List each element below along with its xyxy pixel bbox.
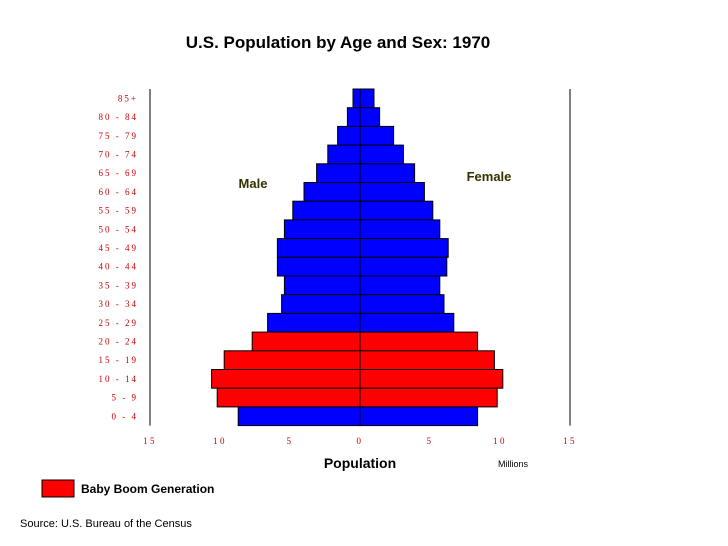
female-bar-35-39 bbox=[359, 275, 441, 296]
baby-boom-legend-swatch bbox=[41, 479, 75, 498]
x-tick-2: 5 bbox=[287, 436, 294, 446]
male-bar-20-24 bbox=[251, 331, 361, 352]
age-label-45-49: 45 - 49 bbox=[99, 243, 139, 253]
male-bar-45-49 bbox=[276, 238, 361, 258]
male-bar-10-14 bbox=[211, 369, 361, 389]
male-bar-0-4 bbox=[237, 406, 361, 427]
units-label: Millions bbox=[498, 459, 529, 469]
male-bar-65-69 bbox=[316, 163, 361, 184]
chart-title: U.S. Population by Age and Sex: 1970 bbox=[186, 33, 491, 52]
female-bar-65-69 bbox=[359, 163, 416, 184]
male-bar-5-9 bbox=[216, 387, 361, 408]
female-bar-20-24 bbox=[359, 331, 479, 352]
age-label-5-9: 5 - 9 bbox=[112, 393, 139, 403]
female-bar-15-19 bbox=[359, 350, 495, 370]
female-bar-40-44 bbox=[359, 256, 448, 277]
age-label-75-79: 75 - 79 bbox=[99, 131, 139, 141]
x-tick-4: 5 bbox=[427, 436, 434, 446]
male-bar-30-34 bbox=[281, 294, 361, 314]
age-label-70-74: 70 - 74 bbox=[99, 149, 139, 159]
age-label-40-44: 40 - 44 bbox=[99, 262, 139, 272]
age-label-25-29: 25 - 29 bbox=[99, 318, 139, 328]
female-bar-30-34 bbox=[359, 294, 445, 314]
age-label-50-54: 50 - 54 bbox=[99, 224, 139, 234]
male-bar-50-54 bbox=[283, 219, 361, 240]
female-bar-60-64 bbox=[359, 182, 425, 202]
male-bar-25-29 bbox=[267, 312, 361, 333]
age-group-labels: 85+ 80 - 84 75 - 79 70 - 74 65 - 69 60 - 64 55… bbox=[99, 93, 139, 421]
source-note: Source: U.S. Bureau of the Census bbox=[20, 518, 192, 530]
age-label-15-19: 15 - 19 bbox=[99, 355, 139, 365]
female-bar-85plus bbox=[359, 88, 375, 109]
male-bar-40-44 bbox=[276, 256, 361, 277]
age-label-55-59: 55 - 59 bbox=[99, 206, 139, 216]
age-label-10-14: 10 - 14 bbox=[99, 374, 139, 384]
male-bar-80-84 bbox=[346, 107, 361, 127]
male-bar-15-19 bbox=[223, 350, 361, 370]
x-tick-0: 15 bbox=[143, 436, 157, 446]
x-tick-5: 10 bbox=[493, 436, 507, 446]
age-label-0-4: 0 - 4 bbox=[112, 411, 139, 421]
x-tick-6: 15 bbox=[563, 436, 577, 446]
male-bar-85plus bbox=[352, 88, 361, 109]
age-label-65-69: 65 - 69 bbox=[99, 168, 139, 178]
age-label-80-84: 80 - 84 bbox=[99, 112, 139, 122]
bars-group bbox=[149, 88, 571, 427]
age-label-30-34: 30 - 34 bbox=[99, 299, 139, 309]
male-bar-60-64 bbox=[303, 182, 361, 202]
female-bar-25-29 bbox=[359, 312, 455, 333]
x-axis-label: Population bbox=[324, 455, 396, 471]
female-bar-55-59 bbox=[359, 200, 434, 221]
x-tick-labels: 15 10 5 0 5 10 15 bbox=[143, 436, 577, 446]
male-bar-35-39 bbox=[283, 275, 361, 296]
female-bar-45-49 bbox=[359, 238, 449, 258]
x-tick-3: 0 bbox=[357, 436, 364, 446]
female-bar-80-84 bbox=[359, 107, 381, 127]
female-bar-70-74 bbox=[359, 144, 404, 165]
age-label-85plus: 85+ bbox=[118, 93, 138, 103]
female-bar-10-14 bbox=[359, 369, 504, 389]
female-bar-75-79 bbox=[359, 125, 395, 146]
male-bar-55-59 bbox=[292, 200, 361, 221]
male-bar-70-74 bbox=[327, 144, 361, 165]
male-bar-75-79 bbox=[337, 125, 361, 146]
female-bar-5-9 bbox=[359, 387, 498, 408]
female-bar-50-54 bbox=[359, 219, 441, 240]
age-label-60-64: 60 - 64 bbox=[99, 187, 139, 197]
male-label: Male bbox=[239, 176, 268, 191]
female-bar-0-4 bbox=[359, 406, 479, 427]
female-label: Female bbox=[467, 169, 512, 184]
age-label-35-39: 35 - 39 bbox=[99, 280, 139, 290]
x-tick-1: 10 bbox=[213, 436, 227, 446]
age-label-20-24: 20 - 24 bbox=[99, 337, 139, 347]
baby-boom-legend-label: Baby Boom Generation bbox=[81, 482, 214, 496]
